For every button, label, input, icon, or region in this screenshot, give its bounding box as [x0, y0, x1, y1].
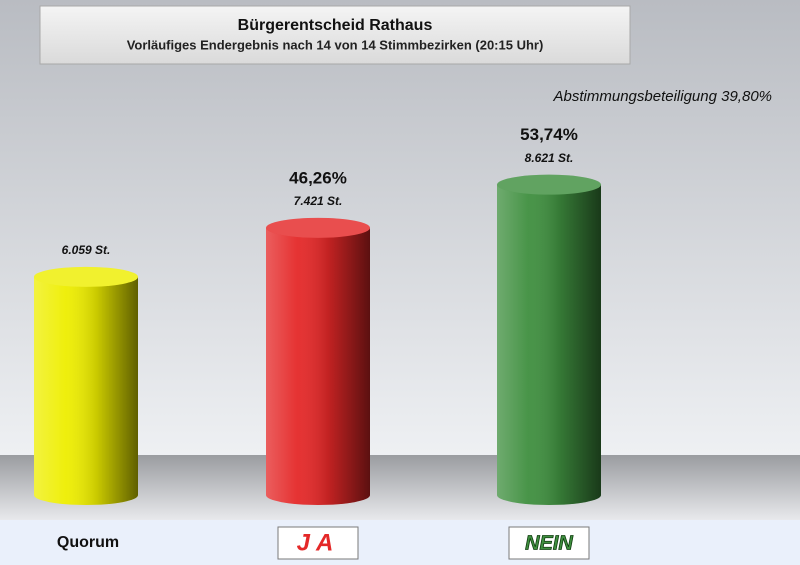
cylinder-top: [497, 174, 601, 195]
cylinder-top: [266, 217, 370, 238]
share-label: 53,74%: [520, 125, 578, 144]
title-box: [39, 5, 631, 65]
category-label: JA: [297, 529, 340, 556]
cylinder-top: [34, 266, 138, 287]
cylinder-shading: [34, 276, 138, 505]
category-label: Quorum: [57, 534, 119, 551]
category-label: NEIN: [525, 532, 573, 554]
cylinder-shading: [497, 184, 601, 506]
category-box: [277, 526, 359, 560]
footer-strip: [0, 520, 800, 565]
value-label: 6.059 St.: [62, 243, 111, 257]
chart-subtitle: Vorläufiges Endergebnis nach 14 von 14 S…: [127, 37, 544, 52]
value-label: 7.421 St.: [294, 194, 343, 208]
value-label: 8.621 St.: [525, 151, 574, 165]
cylinder-top-shading: [34, 266, 138, 287]
category-box: [508, 526, 590, 560]
cylinder-top-shading: [266, 217, 370, 238]
cylinder-shading: [266, 227, 370, 505]
share-label: 46,26%: [289, 168, 347, 187]
annotation: Abstimmungsbeteiligung 39,80%: [553, 88, 772, 105]
cylinder-top-shading: [497, 174, 601, 195]
chart-title: Bürgerentscheid Rathaus: [238, 17, 433, 34]
